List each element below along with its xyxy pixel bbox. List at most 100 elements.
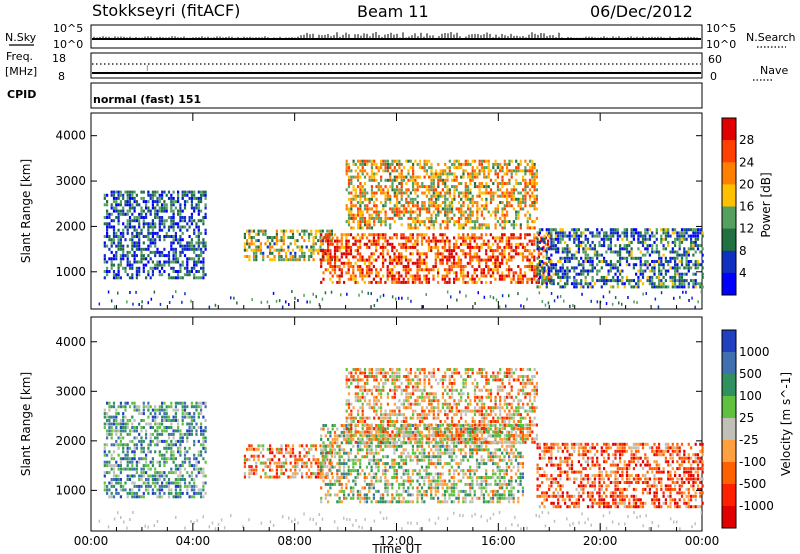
heatmap-cell	[158, 209, 161, 213]
heatmap-cell	[298, 232, 301, 236]
heatmap-cell	[359, 258, 362, 262]
heatmap-cell	[386, 188, 389, 192]
heatmap-cell	[439, 239, 442, 243]
heatmap-cell	[131, 422, 134, 426]
heatmap-cell	[259, 251, 262, 255]
heatmap-cell	[167, 405, 171, 409]
heatmap-cell	[266, 300, 269, 304]
heatmap-cell	[170, 457, 173, 461]
heatmap-cell	[319, 236, 322, 239]
heatmap-cell	[605, 237, 608, 241]
heatmap-cell	[552, 237, 555, 241]
heatmap-cell	[133, 209, 136, 213]
heatmap-cell	[628, 263, 631, 267]
heatmap-cell	[280, 465, 283, 469]
heatmap-cell	[653, 282, 656, 286]
nsearch-tick-top: 10^5	[706, 22, 736, 35]
heatmap-cell	[320, 500, 323, 504]
heatmap-cell	[382, 258, 385, 262]
heatmap-cell	[186, 429, 189, 433]
heatmap-cell	[204, 429, 207, 433]
heatmap-cell	[524, 188, 527, 192]
heatmap-cell	[259, 451, 262, 455]
heatmap-cell	[492, 249, 495, 253]
heatmap-cell	[584, 260, 587, 263]
heatmap-cell	[328, 229, 331, 233]
heatmap-cell	[667, 263, 670, 267]
heatmap-cell	[457, 201, 461, 204]
heatmap-cell	[161, 206, 164, 210]
heatmap-cell	[547, 301, 550, 305]
heatmap-cell	[473, 159, 477, 163]
heatmap-cell	[352, 220, 355, 224]
heatmap-cell	[119, 190, 122, 194]
heatmap-cell	[641, 237, 645, 241]
heatmap-cell	[380, 210, 383, 214]
heatmap-cell	[303, 461, 306, 465]
heatmap-cell	[531, 204, 534, 208]
heatmap-cell	[163, 415, 166, 419]
heatmap-cell	[363, 188, 367, 192]
heatmap-cell	[448, 277, 451, 281]
heatmap-cell	[508, 204, 511, 208]
heatmap-cell	[163, 419, 166, 422]
heatmap-cell	[678, 285, 681, 289]
heatmap-cell	[126, 426, 129, 429]
heatmap-cell	[142, 235, 145, 238]
heatmap-cell	[473, 277, 476, 281]
heatmap-cell	[361, 213, 364, 217]
heatmap-cell	[195, 235, 198, 238]
heatmap-cell	[305, 472, 308, 476]
heatmap-cell	[404, 242, 408, 246]
heatmap-cell	[405, 191, 408, 195]
heatmap-cell	[430, 175, 433, 179]
heatmap-cell	[533, 201, 536, 204]
heatmap-cell	[573, 285, 576, 289]
heatmap-cell	[147, 491, 150, 495]
heatmap-cell	[310, 255, 313, 258]
heatmap-cell	[147, 209, 150, 213]
heatmap-cell	[582, 260, 585, 263]
heatmap-cell	[515, 182, 518, 185]
heatmap-cell	[289, 447, 292, 451]
heatmap-cell	[425, 274, 428, 278]
heatmap-cell	[179, 254, 182, 258]
heatmap-cell	[674, 260, 677, 263]
heatmap-cell	[147, 464, 150, 468]
heatmap-cell	[451, 216, 454, 220]
heatmap-cell	[407, 178, 410, 182]
heatmap-cell	[347, 207, 351, 211]
heatmap-cell	[179, 219, 182, 223]
heatmap-cell	[285, 444, 288, 448]
heatmap-cell	[646, 275, 649, 279]
heatmap-cell	[398, 172, 401, 176]
heatmap-cell	[614, 263, 617, 267]
heatmap-cell	[498, 252, 501, 256]
heatmap-cell	[373, 210, 376, 214]
heatmap-cell	[651, 231, 654, 235]
heatmap-cell	[347, 182, 351, 185]
heatmap-cell	[179, 439, 182, 443]
heatmap-cell	[112, 457, 116, 461]
heatmap-cell	[147, 401, 150, 405]
heatmap-cell	[275, 475, 278, 479]
heatmap-cell	[460, 226, 463, 230]
heatmap-cell	[570, 282, 574, 286]
heatmap-cell	[181, 193, 184, 197]
heatmap-cell	[377, 210, 380, 214]
heatmap-cell	[375, 239, 378, 243]
heatmap-cell	[310, 232, 313, 236]
heatmap-cell	[151, 426, 154, 429]
heatmap-cell	[142, 190, 145, 194]
heatmap-cell	[526, 185, 529, 189]
heatmap-cell	[161, 457, 164, 461]
heatmap-cell	[154, 190, 157, 194]
heatmap-cell	[582, 269, 585, 273]
heatmap-cell	[428, 185, 431, 189]
heatmap-cell	[548, 247, 551, 251]
heatmap-cell	[128, 474, 132, 478]
heatmap-cell	[333, 252, 337, 256]
heatmap-cell	[570, 234, 574, 238]
heatmap-cell	[437, 210, 440, 214]
heatmap-cell	[336, 265, 339, 268]
